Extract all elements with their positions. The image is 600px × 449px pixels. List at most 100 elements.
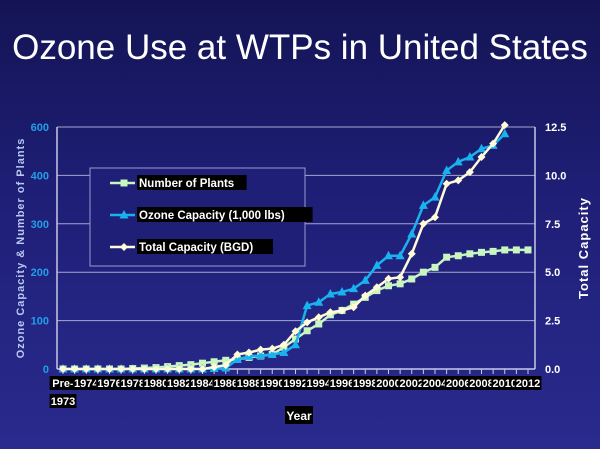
- data-point-square: [210, 358, 218, 366]
- x-tick-label: 1973: [51, 396, 75, 408]
- y-left-tick-label: 0: [43, 364, 49, 376]
- data-point-diamond: [163, 365, 172, 373]
- legend: Number of Plants Ozone Capacity (1,000 lb…: [89, 167, 313, 267]
- legend-item: Total Capacity (BGD): [110, 239, 273, 254]
- data-point-diamond: [442, 179, 451, 188]
- data-point-square: [524, 246, 532, 254]
- data-point-triangle: [302, 300, 312, 310]
- data-point-diamond: [93, 365, 102, 373]
- data-point-diamond: [396, 273, 405, 282]
- x-tick-label-bg: [235, 376, 263, 390]
- x-tick-label-bg: [212, 376, 240, 390]
- data-point-square: [419, 268, 427, 276]
- data-point-diamond: [454, 176, 463, 185]
- x-tick-label: 1980: [144, 378, 168, 390]
- data-point-triangle: [442, 165, 452, 175]
- data-point-diamond: [186, 365, 195, 373]
- data-point-diamond: [477, 153, 486, 162]
- data-point-diamond: [128, 365, 137, 373]
- data-point-diamond: [500, 121, 509, 130]
- y-right-tick-label: 7.5: [545, 219, 560, 231]
- y-right-tick-label: 10.0: [545, 170, 566, 182]
- data-point-diamond: [279, 340, 288, 349]
- data-point-diamond: [419, 219, 428, 228]
- data-point-square: [512, 246, 520, 254]
- x-tick-label: 1984: [190, 378, 215, 390]
- data-point-square: [408, 275, 416, 283]
- y-right-tick-label: 2.5: [545, 316, 560, 328]
- data-point-triangle: [360, 275, 370, 284]
- x-tick-label: 1986: [214, 378, 238, 390]
- legend-label: Ozone Capacity (1,000 lbs): [139, 210, 285, 222]
- legend-item: Number of Plants: [110, 175, 247, 190]
- y-right-tick-label: 12.5: [545, 122, 566, 134]
- data-point-square: [396, 280, 404, 288]
- y-left-tick-label: 200: [31, 267, 49, 279]
- data-point-diamond: [233, 350, 242, 359]
- x-tick-label: 1982: [167, 378, 191, 390]
- data-point-triangle: [232, 354, 242, 363]
- data-point-triangle: [291, 339, 300, 349]
- y-right-axis-title: Total Capacity: [576, 197, 591, 299]
- x-tick-label-bg: [444, 376, 472, 390]
- y-left-tick-label: 400: [31, 170, 49, 182]
- legend-label-bg: [137, 175, 247, 190]
- series-total-capacity-bgd-: [59, 121, 509, 373]
- legend-item: Ozone Capacity (1,000 lbs): [110, 207, 313, 222]
- series-line: [63, 248, 528, 371]
- data-point-diamond: [326, 308, 335, 317]
- x-tick-label: 2000: [376, 378, 400, 390]
- x-tick-label: 1978: [121, 378, 145, 390]
- data-point-triangle: [384, 250, 393, 260]
- data-point-triangle: [407, 228, 417, 238]
- x-tick-label-bg: [49, 394, 77, 408]
- data-point-square: [199, 359, 206, 367]
- data-point-triangle: [256, 350, 266, 359]
- data-point-diamond: [198, 365, 207, 373]
- y-left-tick-label: 600: [31, 122, 49, 134]
- x-tick-label: 2010: [493, 378, 517, 390]
- data-point-diamond: [256, 345, 265, 354]
- x-tick-label: 1988: [237, 378, 261, 390]
- data-point-triangle: [430, 192, 440, 201]
- data-point-triangle: [267, 349, 277, 358]
- data-point-square: [120, 179, 128, 187]
- data-point-diamond: [314, 313, 323, 322]
- x-tick-label-bg: [491, 376, 519, 390]
- data-point-diamond: [465, 168, 474, 177]
- data-point-triangle: [349, 283, 359, 293]
- legend-label: Number of Plants: [139, 178, 234, 190]
- x-tick-label-bg: [49, 376, 77, 390]
- data-point-diamond: [140, 365, 149, 373]
- data-point-square: [466, 250, 474, 258]
- data-point-diamond: [268, 344, 277, 353]
- x-tick-label-bg: [142, 376, 170, 390]
- data-point-square: [315, 320, 323, 328]
- data-point-square: [443, 253, 451, 261]
- data-point-triangle: [465, 152, 475, 161]
- x-tick-label-bg: [375, 376, 402, 390]
- slide-title: Ozone Use at WTPs in United States: [12, 28, 588, 67]
- data-point-diamond: [303, 318, 312, 327]
- data-point-triangle: [395, 250, 405, 260]
- x-tick-label: 2006: [446, 378, 470, 390]
- data-point-diamond: [245, 348, 253, 357]
- x-tick-label-bg: [328, 376, 356, 390]
- y-left-axis-title: Ozone Capacity & Number of Plants: [15, 138, 27, 359]
- data-point-diamond: [372, 283, 381, 292]
- data-point-diamond: [291, 327, 300, 336]
- data-point-diamond: [70, 365, 79, 373]
- x-tick-label-bg: [514, 376, 542, 390]
- data-point-triangle: [337, 287, 347, 296]
- x-tick-label: 1996: [330, 378, 354, 390]
- data-point-diamond: [221, 361, 230, 370]
- data-point-square: [478, 248, 485, 256]
- x-tick-label: 2004: [423, 378, 448, 390]
- data-point-square: [222, 356, 230, 364]
- data-point-diamond: [59, 365, 67, 373]
- x-tick-label-bg: [72, 376, 100, 390]
- x-tick-label-bg: [468, 376, 495, 390]
- data-point-square: [454, 252, 462, 260]
- data-point-triangle: [418, 200, 428, 209]
- data-point-triangle: [279, 347, 289, 357]
